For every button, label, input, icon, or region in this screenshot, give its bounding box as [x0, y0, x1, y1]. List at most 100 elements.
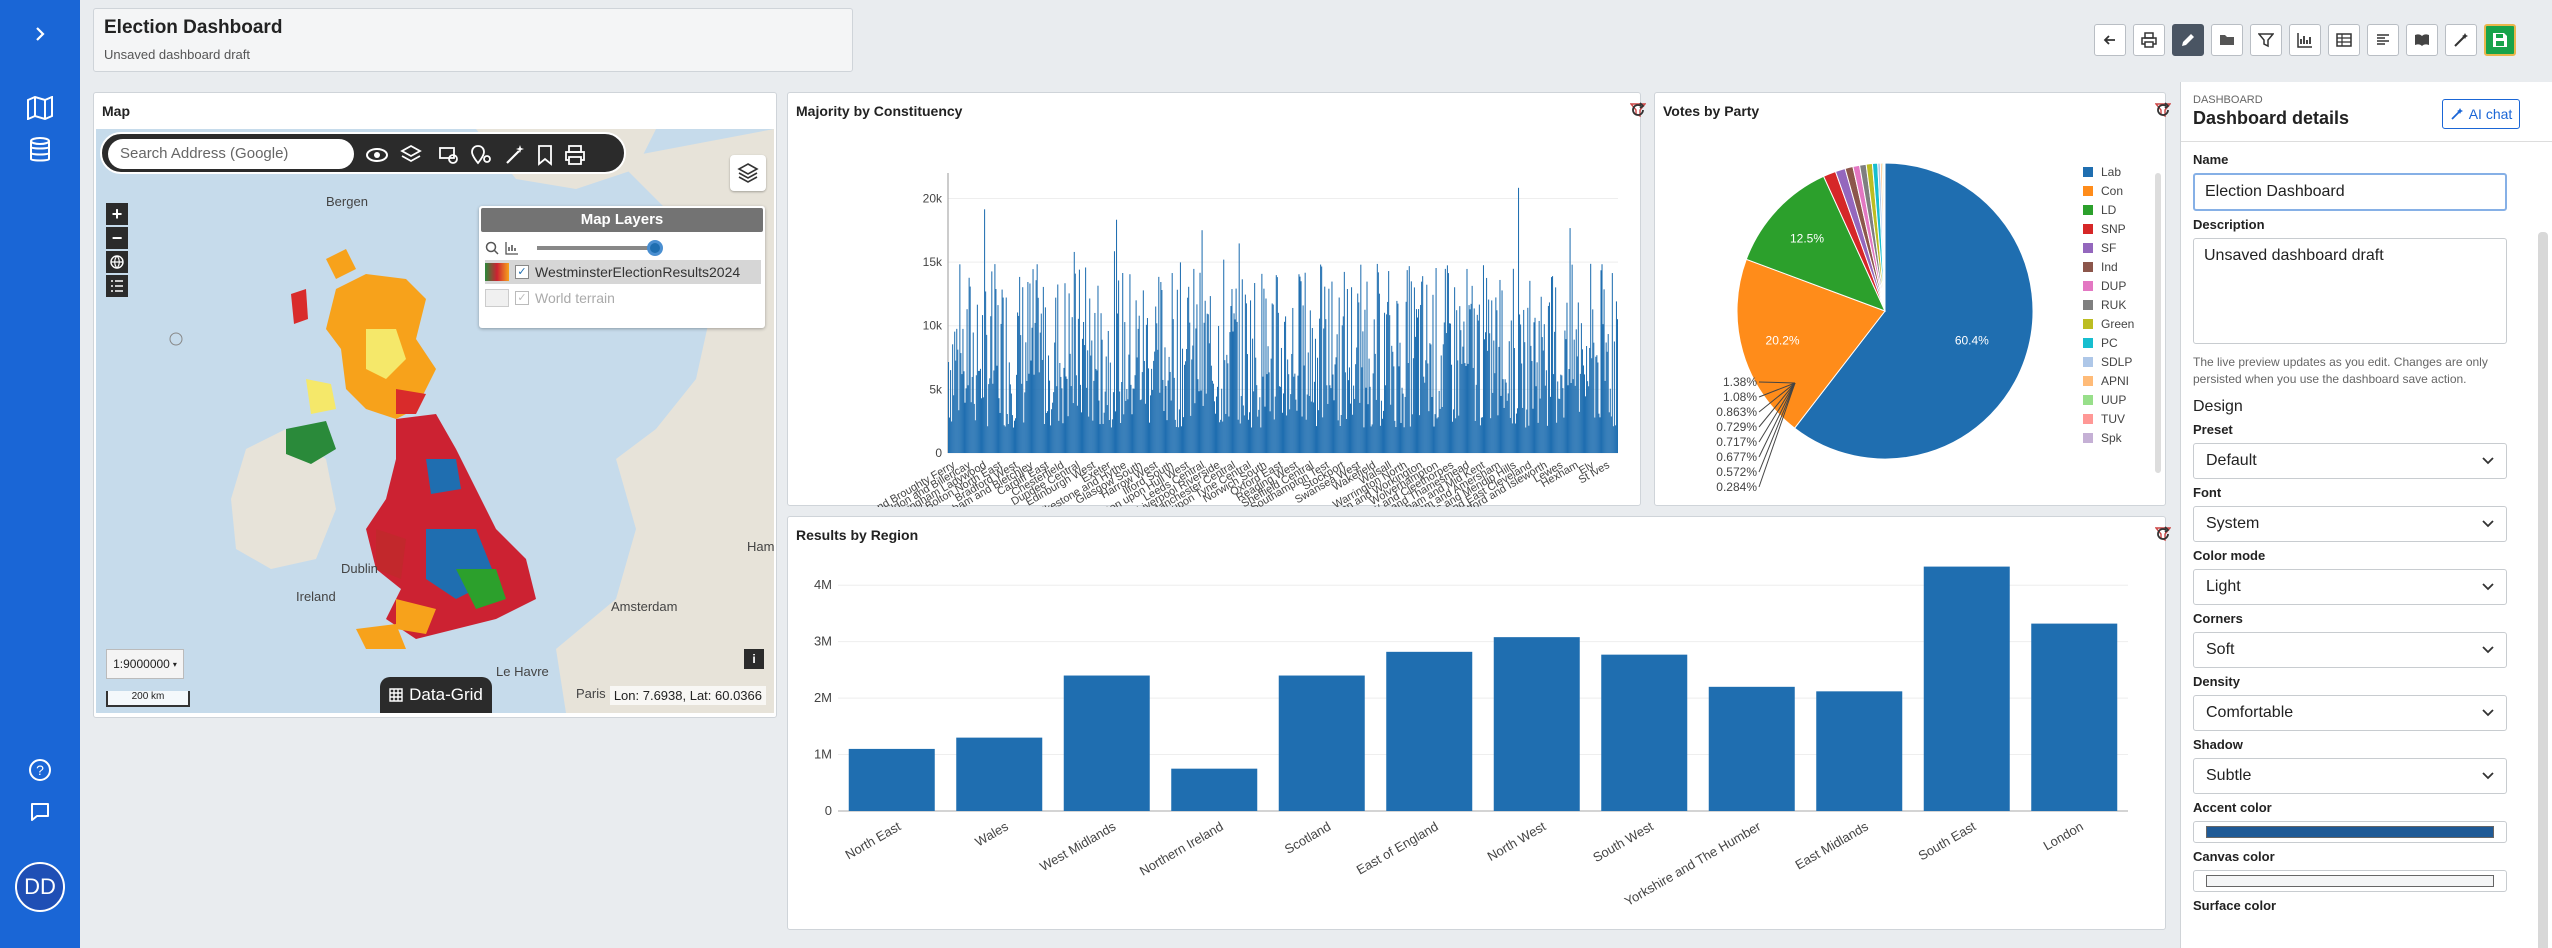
address-search-input[interactable]: Search Address (Google) [108, 139, 354, 169]
book-button[interactable] [2406, 24, 2438, 56]
bar [1160, 282, 1162, 453]
design-field-label: Corners [2193, 611, 2243, 626]
zoom-in-button[interactable]: + [106, 203, 128, 225]
search-feature-icon[interactable] [436, 142, 462, 168]
design-select-color-mode[interactable]: Light [2193, 569, 2507, 605]
globe-icon[interactable] [106, 251, 128, 273]
bar [1544, 385, 1546, 453]
votes-panel-title: Votes by Party [1663, 103, 1760, 119]
layer-checkbox[interactable]: ✓ [515, 291, 529, 305]
bar [1171, 273, 1173, 453]
filter-button[interactable] [2250, 24, 2282, 56]
design-select-shadow[interactable]: Subtle [2193, 758, 2507, 794]
bar [1321, 266, 1323, 453]
ai-chat-button[interactable]: AI chat [2442, 99, 2520, 129]
sidebar-scrollbar[interactable] [2538, 232, 2548, 948]
info-icon[interactable]: i [744, 649, 764, 669]
bar [1558, 398, 1560, 453]
y-tick-label: 3M [814, 634, 832, 649]
bar [1104, 391, 1106, 453]
bar [1614, 425, 1616, 453]
avatar[interactable]: DD [15, 862, 65, 912]
layer-row-terrain[interactable]: ✓ World terrain [485, 286, 761, 310]
refresh-icon[interactable] [2155, 102, 2171, 118]
clear-filter-icon[interactable] [2155, 526, 2171, 542]
data-grid-button[interactable]: Data-Grid [380, 677, 492, 713]
location-pin-icon[interactable] [468, 142, 494, 168]
bar [1152, 389, 1154, 453]
layers-toggle-button[interactable] [730, 155, 766, 191]
chart-icon[interactable] [505, 241, 519, 255]
chat-icon[interactable] [24, 796, 56, 828]
back-button[interactable] [2094, 24, 2126, 56]
bar [1248, 412, 1251, 453]
design-select-font[interactable]: System [2193, 506, 2507, 542]
refresh-icon[interactable] [2155, 526, 2171, 542]
clear-filter-icon[interactable] [2155, 102, 2171, 118]
bar [1360, 264, 1362, 453]
layers-style-icon[interactable] [398, 142, 424, 168]
design-select-preset[interactable]: Default [2193, 443, 2507, 479]
design-field-label: Font [2193, 485, 2222, 500]
bar [1560, 374, 1562, 453]
opacity-slider[interactable] [537, 240, 663, 256]
bar [1087, 350, 1089, 453]
eye-icon[interactable] [364, 142, 390, 168]
database-icon[interactable] [24, 134, 56, 166]
bar [1097, 285, 1099, 453]
zoom-out-button[interactable]: − [106, 227, 128, 249]
refresh-icon[interactable] [1630, 102, 1646, 118]
expand-chevron-icon[interactable] [24, 18, 56, 50]
magic-button[interactable] [2445, 24, 2477, 56]
search-icon[interactable] [485, 241, 499, 255]
bar [1369, 386, 1371, 453]
folder-button[interactable] [2211, 24, 2243, 56]
description-textarea[interactable]: Unsaved dashboard draft [2193, 238, 2507, 344]
map-canvas[interactable]: Search Address (Google) [96, 129, 774, 713]
bar [1055, 297, 1057, 453]
save-button[interactable] [2484, 24, 2516, 56]
bar [1241, 279, 1243, 453]
scale-select[interactable]: 1:9000000 ▾ [106, 649, 184, 679]
map-icon[interactable] [24, 92, 56, 124]
bar [1124, 322, 1126, 453]
print-icon[interactable] [562, 142, 588, 168]
legend-list-icon[interactable] [106, 275, 128, 297]
bar [1273, 419, 1275, 453]
bar [1027, 282, 1029, 453]
bar [1440, 355, 1442, 453]
list-button[interactable] [2367, 24, 2399, 56]
layer-checkbox[interactable]: ✓ [515, 265, 529, 279]
bar [1158, 276, 1160, 453]
bar [963, 371, 965, 453]
bookmark-icon[interactable] [532, 142, 558, 168]
bar [1451, 364, 1453, 453]
magic-wand-icon[interactable] [502, 142, 528, 168]
bar [983, 397, 985, 453]
bar [1546, 425, 1548, 453]
bar [1441, 406, 1443, 453]
bar [1303, 365, 1305, 453]
table-button[interactable] [2328, 24, 2360, 56]
canvas-color-picker[interactable] [2193, 870, 2507, 892]
accent-color-picker[interactable] [2193, 821, 2507, 843]
edit-button[interactable] [2172, 24, 2204, 56]
grid-icon [389, 688, 403, 702]
layer-row-westminster[interactable]: ✓ WestminsterElectionResults2024 [485, 260, 761, 284]
bar [1351, 287, 1353, 453]
chart-button[interactable] [2289, 24, 2321, 56]
x-tick-label: South West [1590, 818, 1656, 865]
help-icon[interactable]: ? [24, 754, 56, 786]
bar [1125, 400, 1127, 453]
bar [1299, 276, 1301, 453]
bar [1236, 321, 1238, 453]
bar [1525, 427, 1527, 453]
name-input[interactable]: Election Dashboard [2193, 173, 2507, 211]
design-select-density[interactable]: Comfortable [2193, 695, 2507, 731]
clear-filter-icon[interactable] [1630, 102, 1646, 118]
design-select-corners[interactable]: Soft [2193, 632, 2507, 668]
print-button[interactable] [2133, 24, 2165, 56]
bar [1313, 381, 1315, 453]
bar [1473, 308, 1475, 453]
bar [1442, 344, 1444, 453]
